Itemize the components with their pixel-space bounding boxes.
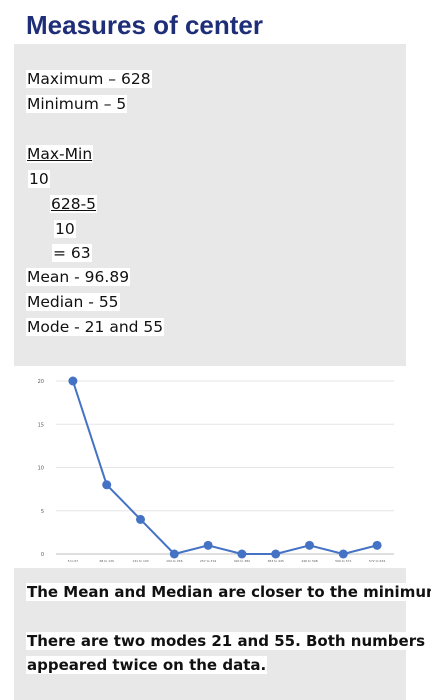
- y-tick-label: 10: [38, 466, 44, 472]
- data-point: [338, 549, 348, 559]
- x-tick-label: 194 to 256: [166, 559, 182, 563]
- data-point: [136, 514, 145, 524]
- line-chart-svg: 0 5 10 15 20 5 to 67 68 to 130 131 to 193 194 to…: [38, 376, 394, 563]
- median-text: Median - 55: [26, 293, 120, 311]
- minimum-text: Minimum – 5: [26, 95, 128, 113]
- x-tick-label: 572 to 634: [369, 559, 385, 563]
- data-point: [169, 549, 179, 559]
- y-tick-label: 0: [41, 552, 44, 558]
- data-point: [305, 540, 314, 550]
- x-tick-label: 446 to 508: [301, 559, 317, 563]
- calc-result: = 63: [52, 244, 92, 262]
- line-chart: 0 5 10 15 20 5 to 67 68 to 130 131 to 193 194 to…: [26, 370, 406, 568]
- y-tick-label: 5: [41, 509, 44, 515]
- conclusion-line-1: The Mean and Median are closer to the mi…: [26, 583, 431, 601]
- data-point: [372, 540, 382, 550]
- mode-text: Mode - 21 and 55: [26, 318, 165, 336]
- x-tick-label: 383 to 445: [268, 559, 284, 563]
- page-title: Measures of center: [26, 10, 263, 40]
- formula-numerator: Max-Min: [26, 145, 94, 163]
- x-tick-label: 509 to 571: [335, 559, 351, 563]
- maximum-text: Maximum – 628: [26, 70, 152, 88]
- y-tick-label: 15: [38, 422, 44, 428]
- y-tick-label: 20: [38, 379, 44, 385]
- mean-text: Mean - 96.89: [26, 268, 131, 286]
- x-tick-label: 320 to 382: [234, 559, 250, 563]
- formula-denominator: 10: [28, 170, 50, 188]
- data-point: [271, 549, 281, 559]
- x-tick-label: 131 to 193: [132, 559, 148, 563]
- calc-numerator: 628-5: [50, 195, 98, 213]
- data-point: [203, 540, 213, 550]
- data-point: [237, 549, 247, 559]
- data-point: [102, 480, 112, 490]
- x-tick-label: 5 to 67: [68, 559, 79, 563]
- x-tick-label: 257 to 319: [200, 559, 216, 563]
- data-point: [68, 376, 78, 386]
- conclusion-line-2: There are two modes 21 and 55. Both numb…: [26, 632, 427, 650]
- x-tick-label: 68 to 130: [99, 559, 114, 563]
- series-line: [71, 380, 378, 556]
- calc-denominator: 10: [54, 220, 76, 238]
- conclusion-line-3: appeared twice on the data.: [26, 656, 268, 674]
